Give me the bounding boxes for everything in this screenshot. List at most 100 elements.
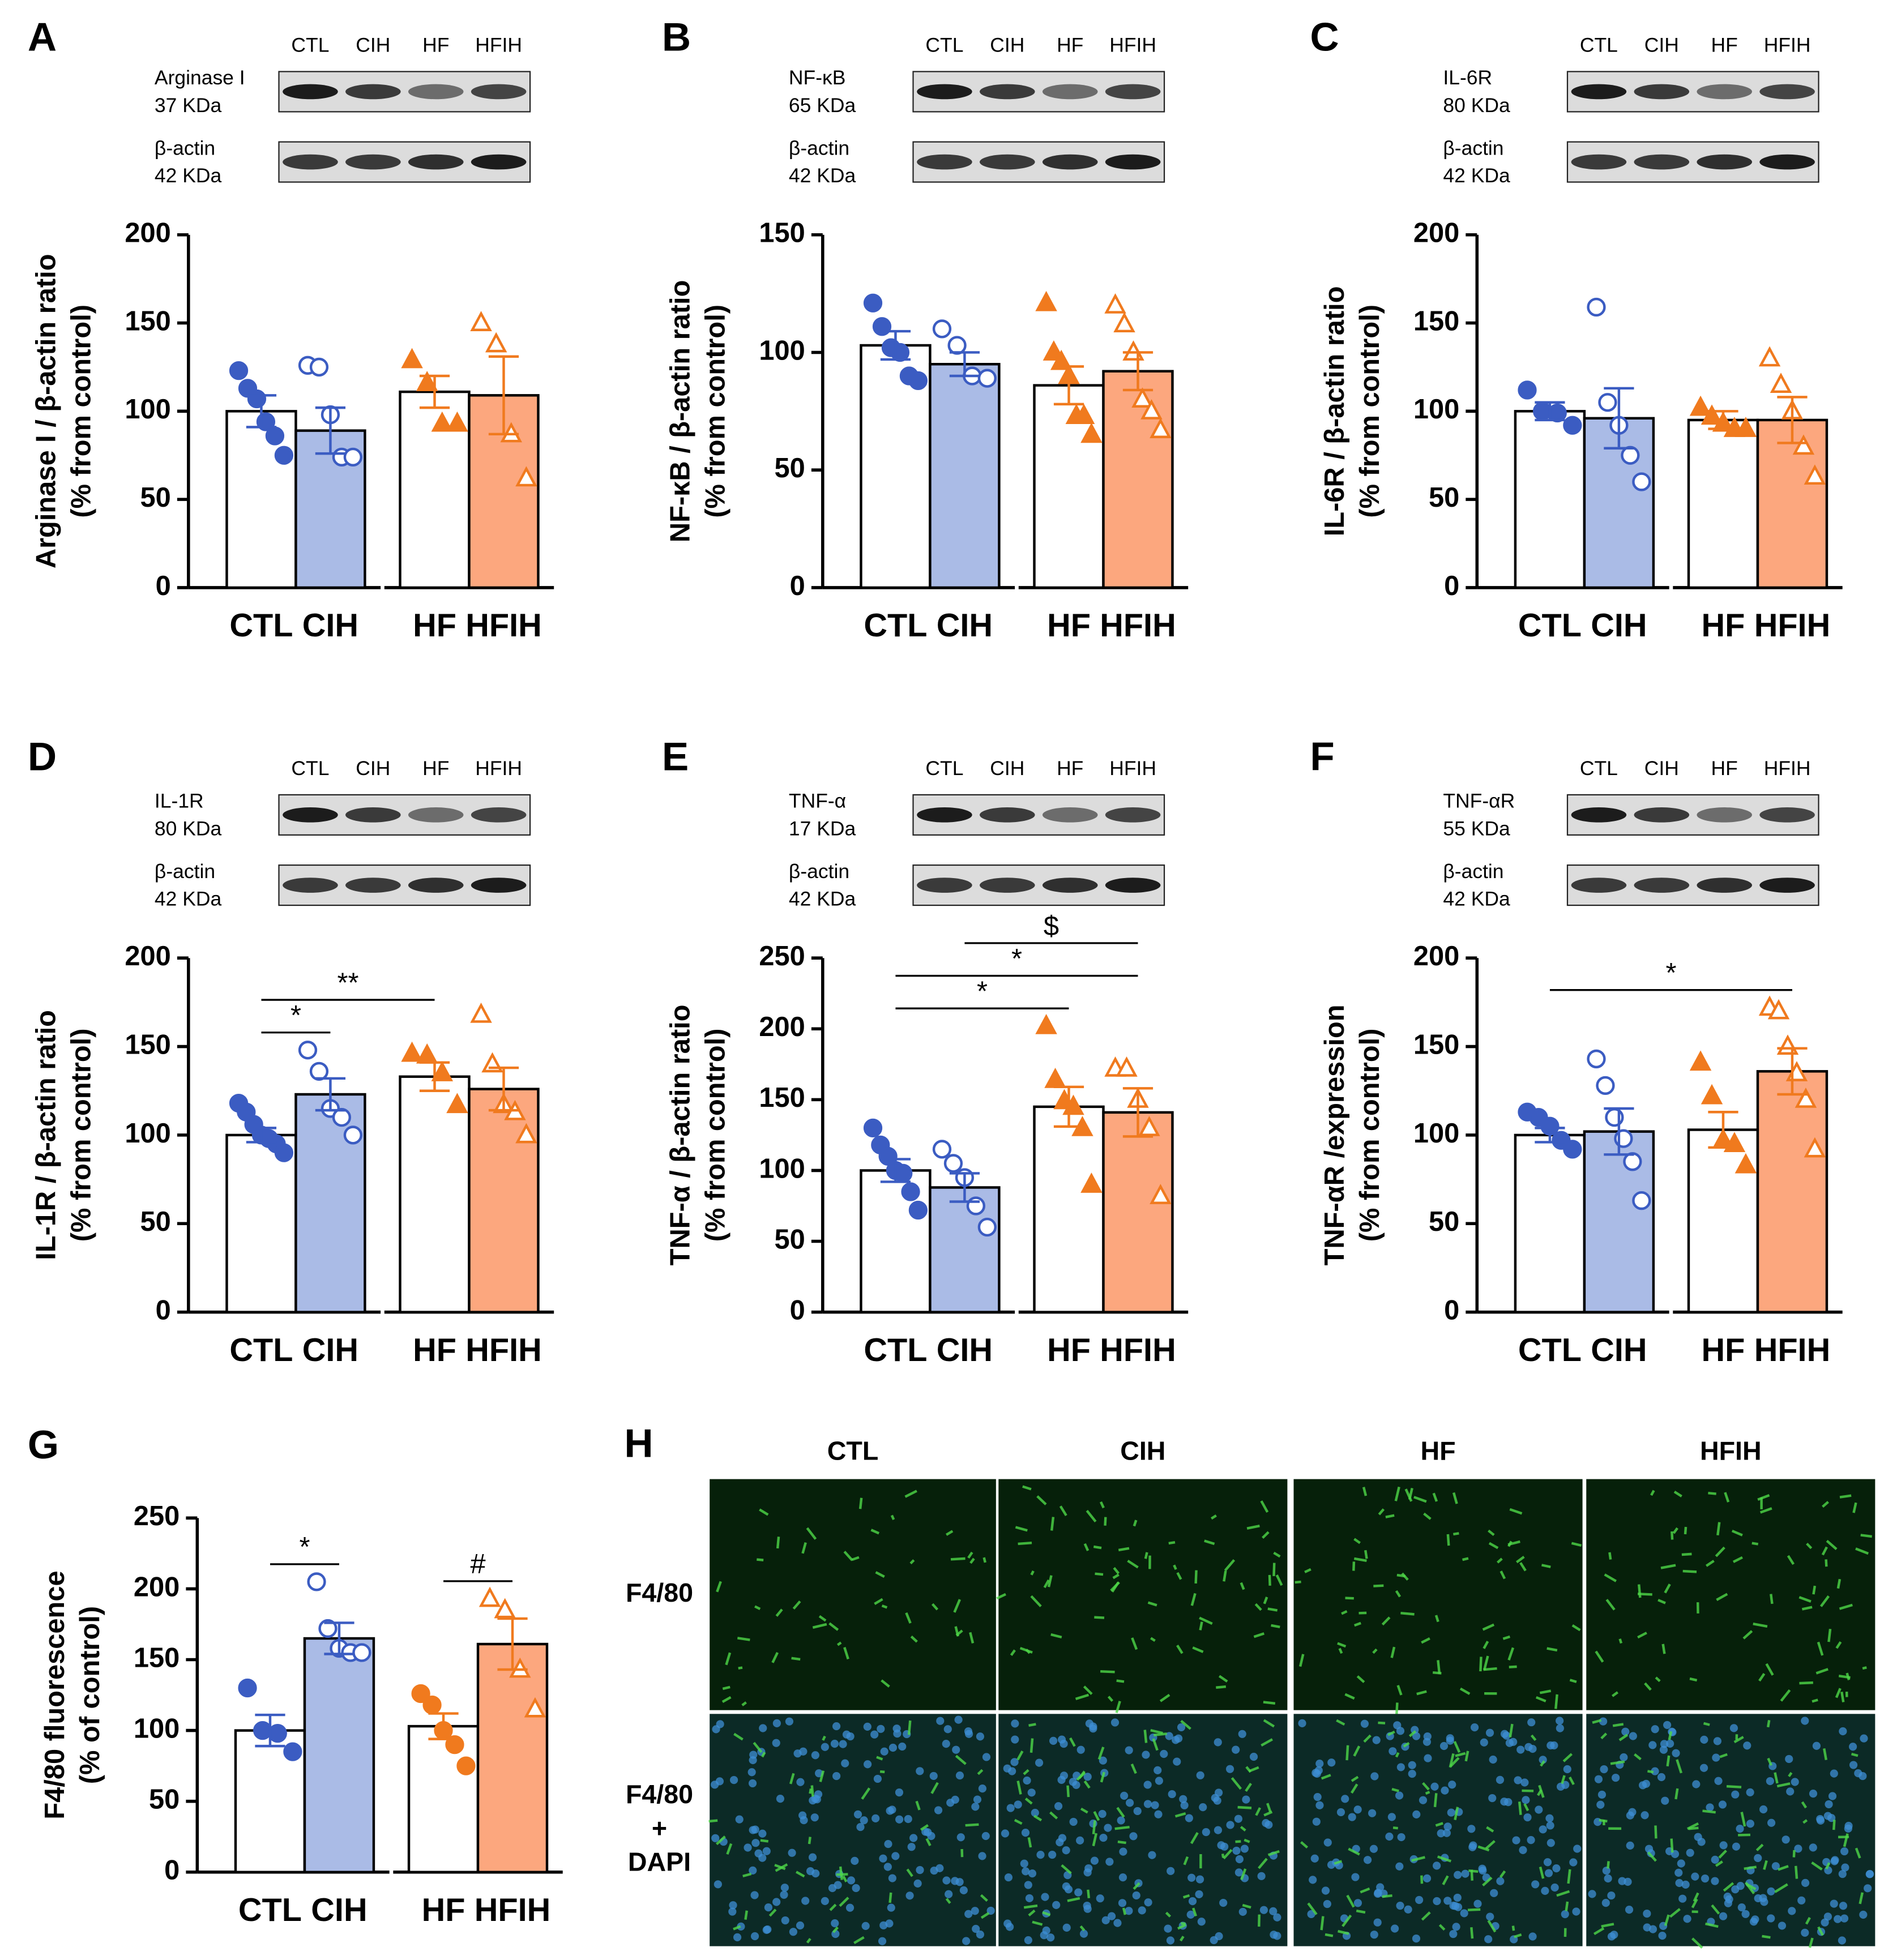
nucleus	[1433, 1861, 1441, 1870]
stain	[910, 1635, 918, 1643]
y-tick-label: 50	[774, 1224, 805, 1255]
nucleus	[973, 1795, 982, 1804]
protein-label: β-actin	[155, 860, 215, 883]
nucleus	[1699, 1764, 1708, 1772]
stain	[1718, 1850, 1727, 1859]
x-tick-label: HF	[1702, 607, 1745, 644]
nucleus	[735, 1815, 744, 1824]
protein-label: β-actin	[1443, 136, 1503, 159]
nucleus	[1849, 1761, 1858, 1769]
stain	[1452, 1492, 1458, 1504]
data-point	[1138, 1116, 1160, 1136]
size-label: 42 KDa	[1443, 888, 1510, 910]
nucleus	[1778, 1922, 1787, 1930]
data-point	[416, 371, 438, 391]
nucleus	[1550, 1741, 1558, 1750]
nucleus	[801, 1897, 810, 1905]
nucleus	[1486, 1912, 1494, 1921]
stain	[1263, 1597, 1268, 1604]
nucleus	[1373, 1889, 1382, 1898]
stain	[1724, 1492, 1730, 1503]
nucleus	[1185, 1814, 1193, 1822]
panel-letter: C	[1310, 15, 1339, 60]
stain	[1509, 1508, 1523, 1515]
stain	[1218, 1675, 1228, 1683]
nucleus	[1062, 1846, 1070, 1855]
nucleus	[1625, 1906, 1634, 1914]
bar	[1102, 1111, 1174, 1313]
data-point	[1050, 349, 1073, 370]
y-tick-label: 150	[134, 1642, 180, 1673]
stain	[771, 1651, 779, 1663]
blot-band	[980, 878, 1035, 893]
significance-label: *	[1011, 944, 1022, 974]
stain	[733, 1925, 741, 1931]
bar	[225, 410, 297, 589]
data-point	[977, 369, 997, 388]
stain	[1267, 1850, 1280, 1856]
micrograph	[1293, 1714, 1583, 1946]
nucleus	[1083, 1868, 1092, 1877]
stain	[1049, 1811, 1058, 1820]
y-tick-label: 100	[1413, 1118, 1459, 1149]
nucleus	[744, 1843, 752, 1852]
stain	[1024, 1798, 1033, 1805]
stain	[810, 1785, 814, 1797]
nucleus	[1448, 1781, 1456, 1789]
stain	[1360, 1887, 1370, 1894]
data-point	[456, 1756, 476, 1775]
stain	[1507, 1540, 1520, 1546]
nucleus	[1741, 1910, 1750, 1918]
stain	[1336, 1719, 1345, 1726]
stain	[980, 1894, 988, 1902]
stain	[792, 1600, 801, 1610]
stain	[1812, 1698, 1818, 1703]
y-axis-label: (% from control)	[700, 305, 730, 518]
nucleus	[1520, 1778, 1529, 1787]
nucleus	[1120, 1791, 1129, 1800]
data-point	[863, 1118, 883, 1138]
stain	[1244, 1838, 1250, 1843]
nucleus	[1771, 1862, 1780, 1871]
stain	[1565, 1901, 1569, 1911]
stain	[1382, 1894, 1392, 1898]
stain	[1540, 1760, 1545, 1767]
stain	[818, 1615, 827, 1622]
stain	[1774, 1772, 1779, 1784]
nucleus	[1085, 1719, 1093, 1728]
stain	[861, 1787, 871, 1800]
data-point	[1632, 1191, 1651, 1210]
nucleus	[1104, 1824, 1112, 1832]
nucleus	[895, 1788, 904, 1797]
nucleus	[1473, 1899, 1482, 1908]
stain	[1459, 1687, 1471, 1695]
stain	[1113, 1567, 1120, 1574]
lane-label: CIH	[1644, 757, 1679, 780]
x-tick-label: CIH	[302, 607, 358, 644]
nucleus	[1443, 1897, 1452, 1905]
nucleus	[1105, 1858, 1114, 1866]
nucleus	[1600, 1765, 1608, 1774]
stain	[1107, 1696, 1114, 1702]
stain	[1556, 1890, 1570, 1897]
nucleus	[1446, 1736, 1454, 1745]
y-tick-label: 250	[134, 1501, 180, 1531]
data-point	[524, 1697, 546, 1718]
nucleus	[879, 1854, 887, 1863]
y-axis-label: (% from control)	[1355, 1029, 1385, 1242]
nucleus	[1751, 1915, 1759, 1924]
nucleus	[754, 1849, 763, 1858]
bar	[929, 1186, 1001, 1313]
data-point	[1735, 1153, 1757, 1174]
data-point	[1596, 1076, 1615, 1095]
stain	[1223, 1570, 1227, 1582]
nucleus	[1786, 1787, 1795, 1796]
stain	[1338, 1647, 1343, 1654]
bar	[1514, 1133, 1586, 1313]
nucleus	[955, 1771, 964, 1780]
stain	[1127, 1559, 1139, 1569]
nucleus	[971, 1803, 980, 1811]
nucleus	[1027, 1788, 1036, 1797]
stain	[1351, 1775, 1359, 1782]
stain	[1395, 1752, 1400, 1758]
